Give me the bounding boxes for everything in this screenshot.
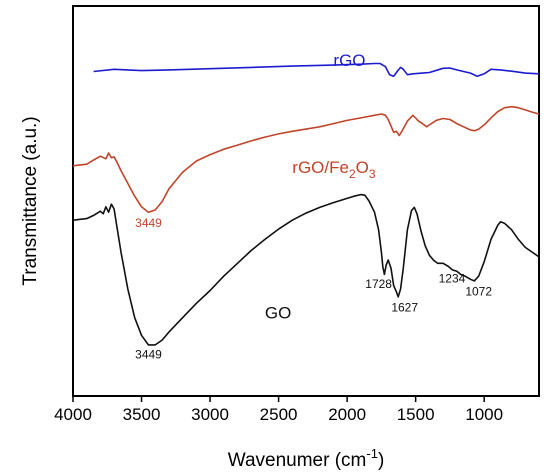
- x-tick-label: 2000: [328, 405, 366, 424]
- x-tick-label: 1500: [397, 405, 435, 424]
- series-labels: rGO rGO/Fe2O3 GO: [265, 51, 376, 323]
- x-tick-label: 4000: [54, 405, 92, 424]
- x-axis-title: Wavenumer (cm-1): [228, 446, 385, 471]
- series-label-2: GO: [265, 304, 291, 323]
- series-label-0: rGO: [333, 51, 365, 70]
- x-axis-ticks: 4000 3500 3000 2500 2000 1500 1000: [54, 396, 503, 424]
- plot-frame: [72, 5, 540, 397]
- peak-label: 1728: [365, 277, 392, 291]
- peak-label: 1072: [465, 284, 492, 298]
- series-line-2: [72, 193, 540, 346]
- series-line-0: [93, 62, 540, 78]
- x-tick-label: 3500: [123, 405, 161, 424]
- peak-label: 3449: [135, 347, 162, 361]
- spectra: [72, 62, 540, 346]
- peak-label: 1627: [391, 300, 418, 314]
- x-tick-label: 1000: [465, 405, 503, 424]
- series-line-1: [72, 105, 540, 213]
- x-tick-label: 3000: [191, 405, 229, 424]
- peak-label: 1234: [439, 272, 466, 286]
- y-axis-title: Transmittance (a.u.): [20, 116, 41, 285]
- x-tick-label: 2500: [260, 405, 298, 424]
- series-label-1: rGO/Fe2O3: [292, 158, 376, 181]
- peak-label: 3449: [135, 216, 162, 230]
